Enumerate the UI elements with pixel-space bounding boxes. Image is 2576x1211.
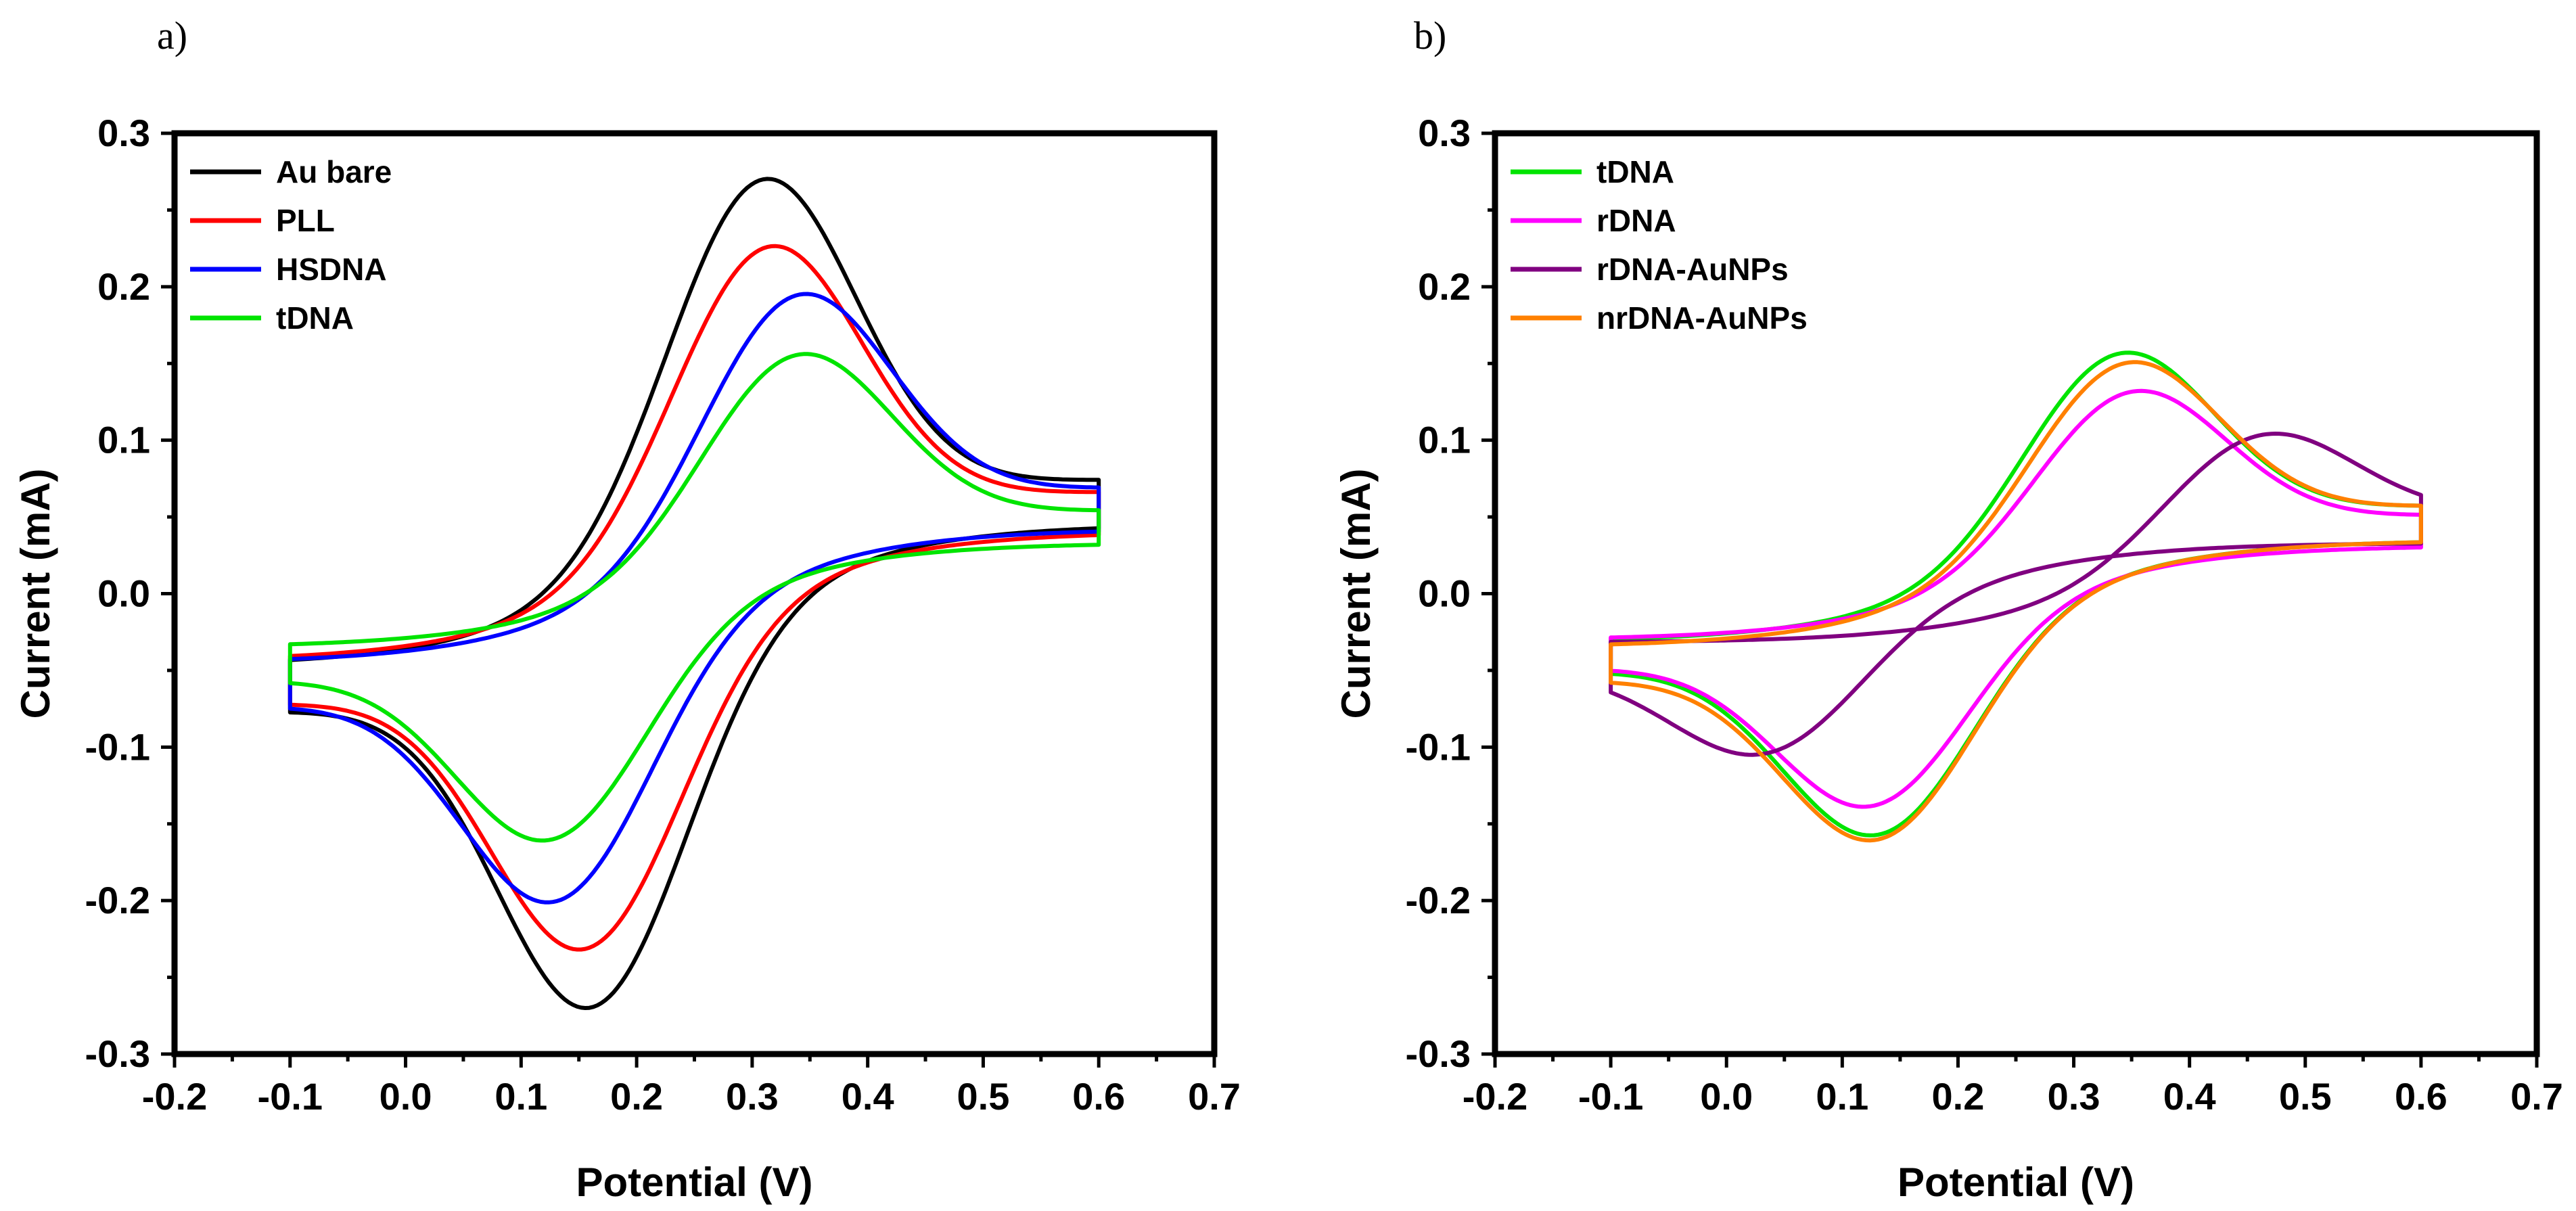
x-axis-title: Potential (V): [1898, 1160, 2134, 1205]
legend: tDNA rDNA rDNA-AuNPs nrDNA-AuNPs: [1511, 154, 1808, 336]
legend-label: rDNA-AuNPs: [1596, 252, 1789, 287]
legend-label: HSDNA: [276, 252, 387, 287]
series-line-rdna: [1609, 388, 2423, 809]
y-axis-title: Current (mA): [1333, 469, 1379, 719]
legend: Au bare PLL HSDNA tDNA: [190, 154, 392, 336]
x-tick-label: -0.2: [1463, 1075, 1528, 1118]
series-line-tdna: [1609, 350, 2423, 838]
legend-label: PLL: [276, 203, 335, 238]
legend-item: tDNA: [190, 300, 354, 336]
y-tick-label: -0.1: [1406, 725, 1471, 768]
x-tick-label: 0.2: [1932, 1075, 1985, 1118]
x-tick-label: 0.2: [610, 1075, 663, 1118]
y-tick-label: 0.3: [97, 112, 150, 154]
x-tick-label: 0.6: [2395, 1075, 2447, 1118]
y-tick-label: -0.3: [85, 1032, 151, 1075]
legend-label: tDNA: [276, 300, 354, 336]
x-tick-label: 0.0: [380, 1075, 432, 1118]
legend-item: tDNA: [1511, 154, 1674, 189]
x-tick-label: 0.3: [2048, 1075, 2100, 1118]
legend-item: HSDNA: [190, 252, 387, 287]
x-tick-label: 0.5: [2279, 1075, 2332, 1118]
series-line-tdna: [288, 352, 1101, 843]
x-tick-label: -0.1: [1578, 1075, 1644, 1118]
x-axis: -0.2 -0.1 0.0 0.1 0.2 0.3 0.4 0.5 0.6 0.7: [142, 1054, 1241, 1118]
y-tick-label: -0.2: [1406, 879, 1471, 921]
y-tick-label: 0.1: [97, 419, 150, 461]
x-tick-label: 0.6: [1072, 1075, 1125, 1118]
legend-label: nrDNA-AuNPs: [1596, 300, 1808, 336]
x-tick-label: 0.1: [495, 1075, 547, 1118]
panel-a: a) -0.2 -0.1 0.0 0.1 0.2 0.3 0.4 0.5 0.6 0.7 0.3 0.2…: [13, 14, 1241, 1205]
series-line-pll: [288, 244, 1101, 952]
x-tick-label: 0.4: [842, 1075, 894, 1118]
series-group: [1609, 350, 2423, 843]
series-line-nrdna-aunps: [1609, 360, 2423, 843]
x-tick-label: -0.2: [142, 1075, 208, 1118]
x-tick-label: -0.1: [258, 1075, 323, 1118]
legend-item: nrDNA-AuNPs: [1511, 300, 1808, 336]
x-tick-label: 0.5: [957, 1075, 1010, 1118]
y-tick-label: -0.2: [85, 879, 151, 921]
y-tick-label: 0.0: [1418, 572, 1471, 615]
panel-b: b) -0.2 -0.1 0.0 0.1 0.2 0.3 0.4 0.5 0.6 0.7 0.3 0.2…: [1333, 14, 2563, 1205]
x-tick-label: 0.0: [1700, 1075, 1753, 1118]
legend-label: rDNA: [1596, 203, 1676, 238]
y-tick-label: 0.2: [1418, 265, 1471, 308]
legend-label: Au bare: [276, 154, 392, 189]
y-tick-label: 0.0: [97, 572, 150, 615]
series-line-au bare: [288, 177, 1101, 1010]
x-axis-title: Potential (V): [576, 1160, 812, 1205]
legend-item: Au bare: [190, 154, 392, 189]
y-tick-label: -0.1: [85, 725, 151, 768]
panel-label: a): [157, 14, 187, 58]
y-axis-title: Current (mA): [13, 469, 58, 719]
panel-label: b): [1414, 14, 1446, 58]
y-tick-label: 0.1: [1418, 419, 1471, 461]
series-group: [288, 177, 1101, 1010]
x-tick-label: 0.7: [2510, 1075, 2563, 1118]
y-tick-label: 0.2: [97, 265, 150, 308]
x-axis: -0.2 -0.1 0.0 0.1 0.2 0.3 0.4 0.5 0.6 0.7: [1463, 1054, 2563, 1118]
y-tick-label: 0.3: [1418, 112, 1471, 154]
legend-item: PLL: [190, 203, 335, 238]
x-tick-label: 0.3: [726, 1075, 779, 1118]
y-axis: 0.3 0.2 0.1 0.0 -0.1 -0.2 -0.3: [1406, 112, 1495, 1075]
legend-item: rDNA: [1511, 203, 1676, 238]
x-tick-label: 0.1: [1816, 1075, 1868, 1118]
x-tick-label: 0.4: [2163, 1075, 2216, 1118]
x-tick-label: 0.7: [1188, 1075, 1241, 1118]
y-axis: 0.3 0.2 0.1 0.0 -0.1 -0.2 -0.3: [85, 112, 175, 1075]
legend-label: tDNA: [1596, 154, 1674, 189]
legend-item: rDNA-AuNPs: [1511, 252, 1789, 287]
y-tick-label: -0.3: [1406, 1032, 1471, 1075]
